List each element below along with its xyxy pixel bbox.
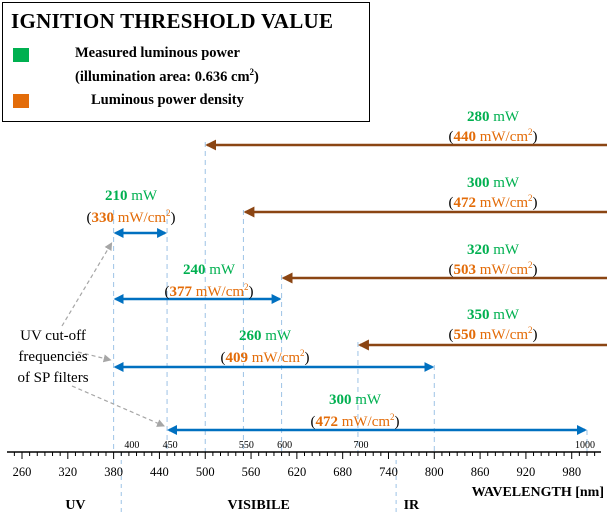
tick-label-380: 380 [104,465,123,479]
upper-tick-label-600: 600 [277,440,292,451]
legend-label-density: Luminous power density [91,92,244,108]
tick-label-320: 320 [58,465,77,479]
pointer-arrow-380-lower [77,351,112,363]
bandpass-380-450-density-label: (330 mW/cm2) [86,208,175,226]
legend-box: IGNITION THRESHOLD VALUE Measured lumino… [2,2,370,122]
bandpass-450-1000-power-label: 300 mW [329,392,382,408]
upper-tick-label-1000: 1000 [575,440,595,451]
longpass-600-density-label: (503 mW/cm2) [448,260,537,278]
legend-swatch-density [13,94,29,108]
longpass-600-power-label: 320 mW [467,242,520,258]
uv-cutoff-annotation: UV cut-off frequencies of SP filters [17,328,89,386]
chart-title: IGNITION THRESHOLD VALUE [11,9,334,33]
bandpass-380-600-power-label: 240 mW [183,262,236,278]
upper-tick-label-550: 550 [239,440,254,451]
longpass-700-density-label: (550 mW/cm2) [448,325,537,343]
region-label-ir: IR [404,498,420,513]
longpass-550-density-label: (472 mW/cm2) [448,193,537,211]
tick-label-680: 680 [333,465,352,479]
tick-label-800: 800 [425,465,444,479]
longpass-500-power-label: 280 mW [467,109,520,125]
upper-tick-label-700: 700 [353,440,368,451]
tick-label-260: 260 [13,465,32,479]
tick-label-500: 500 [196,465,215,479]
bandpass-380-800-power-label: 260 mW [239,328,292,344]
tick-label-440: 440 [150,465,169,479]
upper-tick-label-400: 400 [124,440,139,451]
region-label-uv: UV [65,498,85,513]
longpass-700-power-label: 350 mW [467,307,520,323]
pointer-arrow-380-upper [61,242,113,327]
region-label-visibile: VISIBILE [228,498,290,513]
pointer-arrow-450 [71,385,165,427]
upper-tick-label-450: 450 [163,440,178,451]
tick-label-740: 740 [379,465,398,479]
bandpass-380-450-power-label: 210 mW [105,188,158,204]
tick-label-860: 860 [471,465,490,479]
longpass-550-power-label: 300 mW [467,175,520,191]
bandpass-380-800-density-label: (409 mW/cm2) [220,348,309,366]
tick-label-920: 920 [517,465,536,479]
tick-label-620: 620 [287,465,306,479]
axis-title: WAVELENGTH [nm] [472,485,604,500]
bandpass-380-600-density-label: (377 mW/cm2) [164,282,253,300]
legend-swatch-power [13,48,29,62]
tick-label-560: 560 [242,465,261,479]
bandpass-450-1000-density-label: (472 mW/cm2) [310,412,399,430]
longpass-500-density-label: (440 mW/cm2) [448,127,537,145]
tick-label-980: 980 [562,465,581,479]
legend-label-power: Measured luminous power (illumination ar… [75,45,259,85]
